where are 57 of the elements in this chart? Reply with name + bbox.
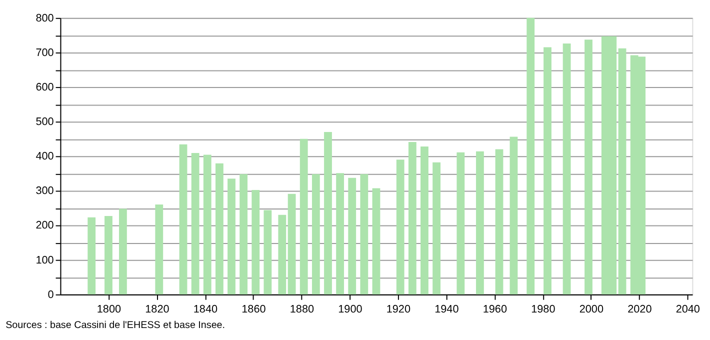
bar — [618, 48, 626, 294]
x-tick-label: 2000 — [579, 304, 604, 316]
x-tick-label: 1920 — [386, 304, 411, 316]
x-tick-label: 2020 — [628, 304, 652, 316]
bar — [584, 40, 592, 294]
y-tick-label: 200 — [36, 220, 54, 232]
bar — [278, 214, 286, 294]
bar — [348, 178, 356, 294]
bar — [526, 18, 535, 294]
bar — [544, 47, 552, 294]
bar — [432, 162, 440, 294]
y-tick-label: 500 — [36, 116, 54, 128]
bar — [312, 174, 320, 294]
bar — [324, 132, 332, 294]
bar — [456, 152, 465, 294]
x-tick-label: 1940 — [434, 304, 459, 316]
bar — [155, 204, 164, 294]
x-tick-label: 1840 — [193, 304, 218, 316]
bar — [191, 153, 200, 294]
bar — [288, 194, 296, 294]
bar — [228, 178, 236, 294]
bar — [396, 160, 404, 294]
x-tick-label: 1880 — [290, 304, 314, 316]
bar — [562, 43, 571, 294]
x-tick-label: 1980 — [531, 304, 556, 316]
bar — [495, 149, 504, 294]
source-note: Sources : base Cassini de l'EHESS et base Insee. — [6, 320, 226, 331]
y-tick-label: 300 — [36, 185, 54, 198]
x-tick-label: 2040 — [676, 304, 700, 316]
x-tick-label: 1900 — [338, 304, 362, 316]
bar — [372, 188, 380, 294]
x-tick-label: 1960 — [482, 304, 508, 316]
bar — [104, 216, 112, 294]
bar — [119, 208, 127, 294]
bar — [300, 138, 308, 294]
y-tick-label: 600 — [36, 81, 54, 94]
x-tick-label: 1820 — [145, 304, 170, 316]
bar — [240, 174, 248, 294]
y-tick-label: 800 — [36, 12, 54, 24]
bar — [215, 163, 224, 294]
y-tick-label: 400 — [36, 150, 54, 163]
bar — [203, 154, 212, 294]
x-tick-label: 1800 — [96, 304, 122, 316]
x-tick-label: 1860 — [242, 304, 266, 316]
bar — [408, 142, 416, 294]
bar — [179, 144, 188, 294]
bar — [476, 151, 484, 294]
bar — [252, 190, 260, 294]
bar — [88, 217, 96, 294]
y-tick-label: 100 — [36, 254, 54, 266]
bar — [420, 146, 428, 294]
y-tick-label: 700 — [36, 46, 54, 59]
bar — [264, 210, 272, 294]
bar — [360, 174, 368, 294]
y-tick-label: 0 — [48, 288, 54, 301]
bar — [336, 173, 344, 294]
bar — [510, 136, 518, 294]
